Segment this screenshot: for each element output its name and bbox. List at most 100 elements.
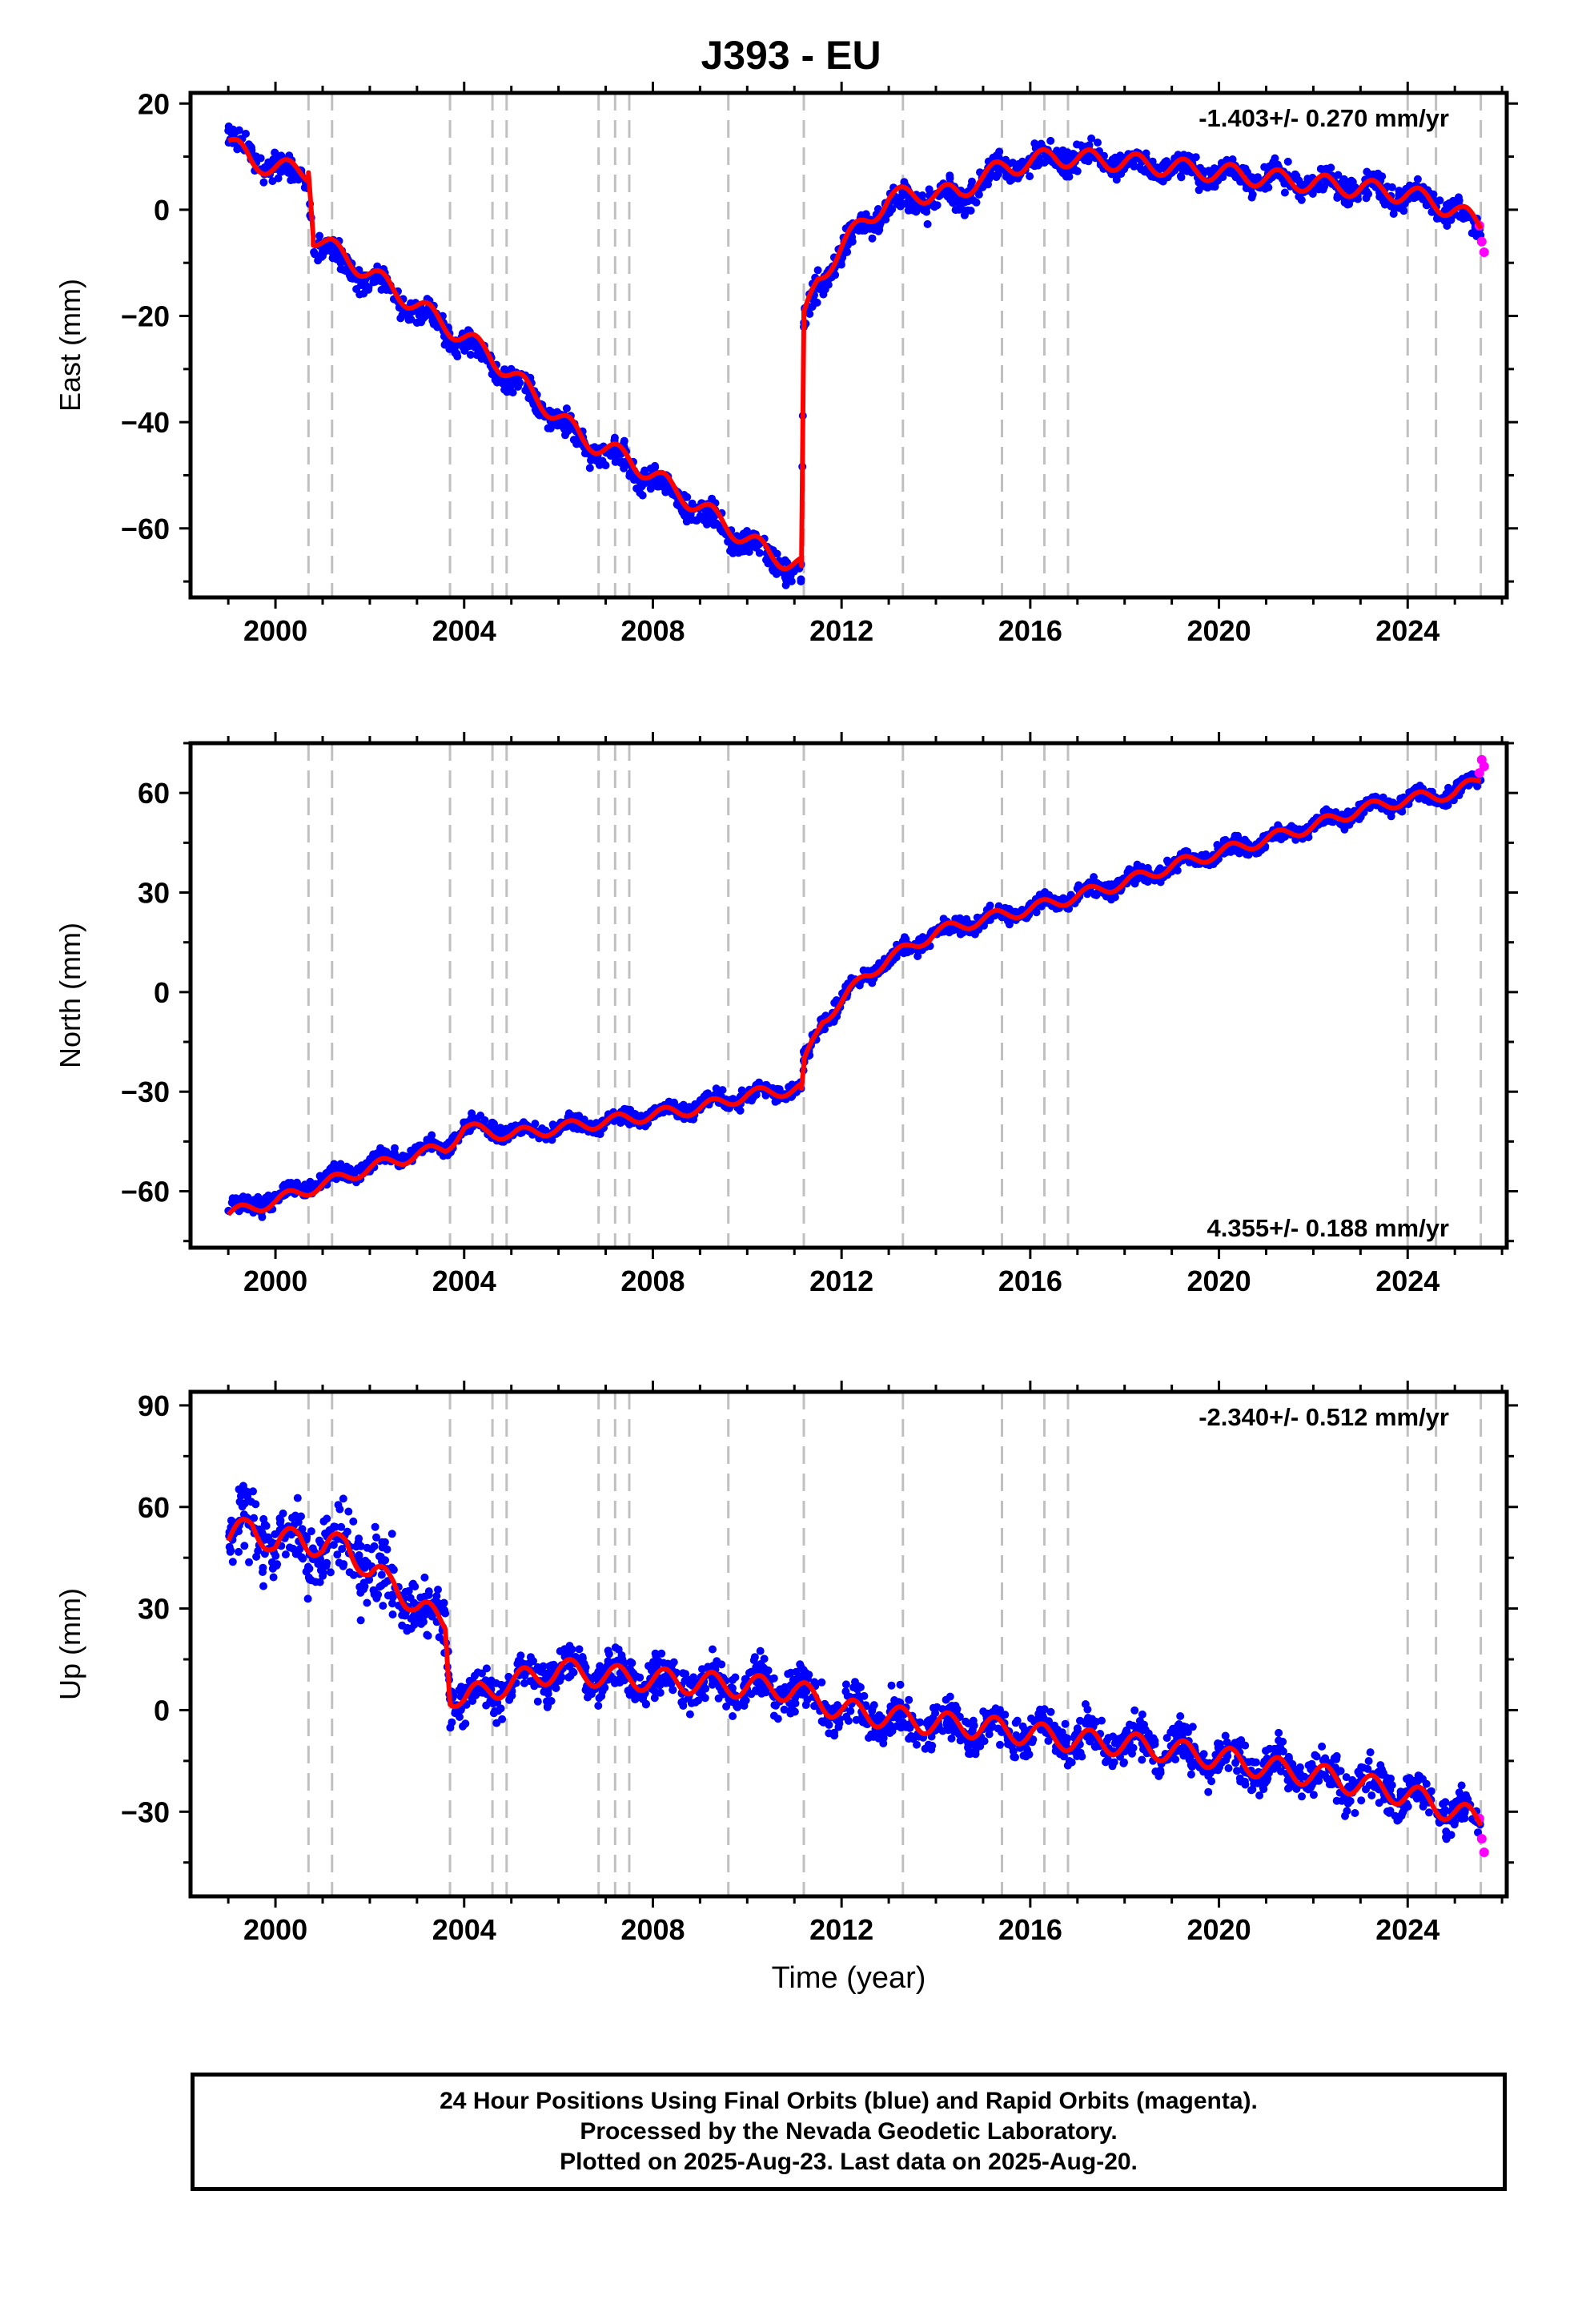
data-point <box>601 461 610 470</box>
data-point <box>595 460 604 469</box>
data-point <box>482 1664 491 1673</box>
data-point <box>271 148 279 157</box>
data-point <box>456 1713 464 1721</box>
model-fit-line <box>226 777 1482 1216</box>
y-tick-label: 0 <box>154 976 170 1009</box>
data-point <box>1140 876 1149 885</box>
data-point <box>1389 210 1398 218</box>
data-point <box>345 1568 354 1577</box>
data-point <box>1009 159 1017 167</box>
data-point <box>543 1697 551 1706</box>
data-point <box>383 1545 391 1554</box>
data-point <box>1073 167 1082 175</box>
data-point <box>539 1662 548 1671</box>
data-point <box>404 1586 413 1595</box>
data-point <box>761 1688 770 1697</box>
data-point <box>250 1514 259 1522</box>
data-point <box>797 577 805 585</box>
data-point <box>1454 193 1463 202</box>
x-tick-label: 2024 <box>1375 1265 1439 1297</box>
data-point <box>391 1144 399 1152</box>
data-point <box>801 1701 810 1709</box>
data-point <box>1236 177 1245 186</box>
data-point <box>728 542 736 551</box>
data-point <box>722 1702 731 1711</box>
data-point <box>984 180 992 189</box>
data-point <box>825 1720 833 1729</box>
data-point <box>609 1675 618 1683</box>
x-tick-label: 2004 <box>432 1265 496 1297</box>
data-point <box>1231 831 1239 840</box>
data-point <box>679 1697 688 1706</box>
data-point <box>1117 170 1126 179</box>
data-point <box>310 247 319 256</box>
data-point <box>377 1570 386 1579</box>
data-point <box>344 1507 353 1516</box>
x-tick-label: 2000 <box>243 1265 307 1297</box>
data-point <box>718 1086 727 1095</box>
data-point <box>617 457 626 466</box>
data-point <box>360 1563 369 1572</box>
data-point <box>1046 136 1055 145</box>
rate-annotation: -1.403+/- 0.270 mm/yr <box>1199 104 1449 132</box>
data-point <box>619 1116 628 1125</box>
data-point <box>283 165 292 174</box>
x-tick-label: 2016 <box>998 1265 1062 1297</box>
data-point <box>413 318 422 327</box>
data-point <box>773 549 781 558</box>
data-point <box>349 1517 358 1526</box>
data-point <box>986 901 994 910</box>
y-axis-label: East (mm) <box>54 279 86 412</box>
data-point <box>355 1534 363 1543</box>
data-point <box>624 1687 632 1695</box>
data-point <box>293 1494 302 1502</box>
data-point <box>918 191 927 199</box>
data-point <box>617 1651 626 1659</box>
data-point <box>668 1661 677 1670</box>
data-point <box>878 1730 887 1739</box>
data-point <box>1342 199 1351 207</box>
data-point <box>709 1675 717 1684</box>
data-point <box>513 1659 522 1668</box>
data-point <box>423 1136 432 1144</box>
data-point <box>696 1096 705 1104</box>
data-point <box>681 1670 690 1679</box>
data-point <box>1231 846 1239 854</box>
data-point <box>1195 186 1203 195</box>
data-point <box>946 171 954 180</box>
data-point <box>544 1690 552 1698</box>
data-point <box>476 1112 485 1120</box>
data-point <box>335 1558 343 1567</box>
data-point <box>261 1535 270 1544</box>
x-tick-label: 2020 <box>1187 614 1251 647</box>
data-point <box>473 1668 482 1677</box>
data-point <box>492 1679 500 1687</box>
panel-up: 2000 2004 2008 2012 2016 2020 20249060300−30Up… <box>54 1381 1518 1995</box>
data-point <box>315 1560 324 1569</box>
data-point <box>367 1545 375 1554</box>
y-tick-label: 60 <box>138 777 170 810</box>
data-point <box>1007 175 1016 184</box>
data-point <box>974 191 983 199</box>
data-point <box>356 1616 365 1625</box>
data-point <box>611 1643 620 1652</box>
data-point <box>1018 157 1026 166</box>
y-axis-label: North (mm) <box>54 923 86 1068</box>
data-point <box>594 1702 603 1710</box>
data-point <box>1040 159 1049 167</box>
data-point <box>1362 194 1371 203</box>
data-point <box>356 1542 365 1550</box>
data-point <box>1341 176 1350 185</box>
data-point <box>411 1582 420 1591</box>
data-point <box>379 1602 387 1610</box>
chart-title: J393 - EU <box>701 33 881 78</box>
data-point <box>1295 176 1303 185</box>
data-point <box>923 219 932 228</box>
data-point <box>906 947 915 955</box>
data-point <box>1228 155 1237 163</box>
data-point <box>378 1538 387 1546</box>
data-point <box>1363 167 1371 176</box>
data-point <box>461 1719 470 1728</box>
data-point <box>961 198 970 207</box>
